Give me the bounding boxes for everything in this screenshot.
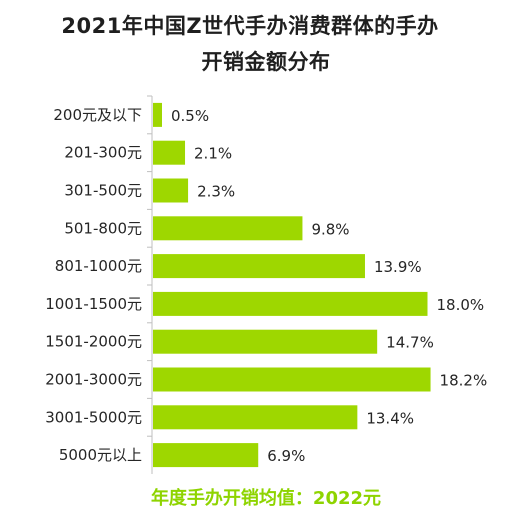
bar — [153, 405, 358, 430]
chart-title-line2: 开销金额分布 — [201, 50, 331, 74]
category-label: 201-300元 — [64, 144, 142, 162]
value-label: 13.9% — [374, 258, 422, 276]
category-label: 1001-1500元 — [45, 295, 142, 313]
category-label: 1501-2000元 — [45, 333, 142, 351]
bar — [153, 443, 259, 468]
value-label: 18.0% — [437, 296, 485, 314]
value-label: 14.7% — [386, 334, 434, 352]
category-label: 3001-5000元 — [45, 408, 142, 426]
bar — [153, 216, 303, 241]
category-label: 801-1000元 — [55, 257, 142, 275]
value-label: 2.3% — [197, 183, 235, 201]
category-label: 301-500元 — [64, 182, 142, 200]
value-label: 13.4% — [366, 409, 414, 427]
category-label: 5000元以上 — [59, 446, 142, 464]
value-label: 6.9% — [267, 447, 305, 465]
average-spend-note: 年度手办开销均值：2022元 — [150, 488, 382, 509]
bar — [153, 178, 189, 203]
value-label: 2.1% — [194, 145, 232, 163]
bar — [153, 254, 365, 279]
value-label: 18.2% — [440, 372, 488, 390]
bar — [153, 140, 186, 165]
chart-title-line1: 2021年中国Z世代手办消费群体的手办 — [61, 14, 439, 38]
bar — [153, 291, 428, 316]
bar — [153, 367, 431, 392]
category-label: 501-800元 — [64, 219, 142, 237]
category-label: 2001-3000元 — [45, 371, 142, 389]
bar — [153, 329, 378, 354]
value-label: 9.8% — [311, 220, 349, 238]
bar — [153, 102, 162, 127]
category-label: 200元及以下 — [53, 106, 142, 124]
value-label: 0.5% — [171, 107, 209, 125]
